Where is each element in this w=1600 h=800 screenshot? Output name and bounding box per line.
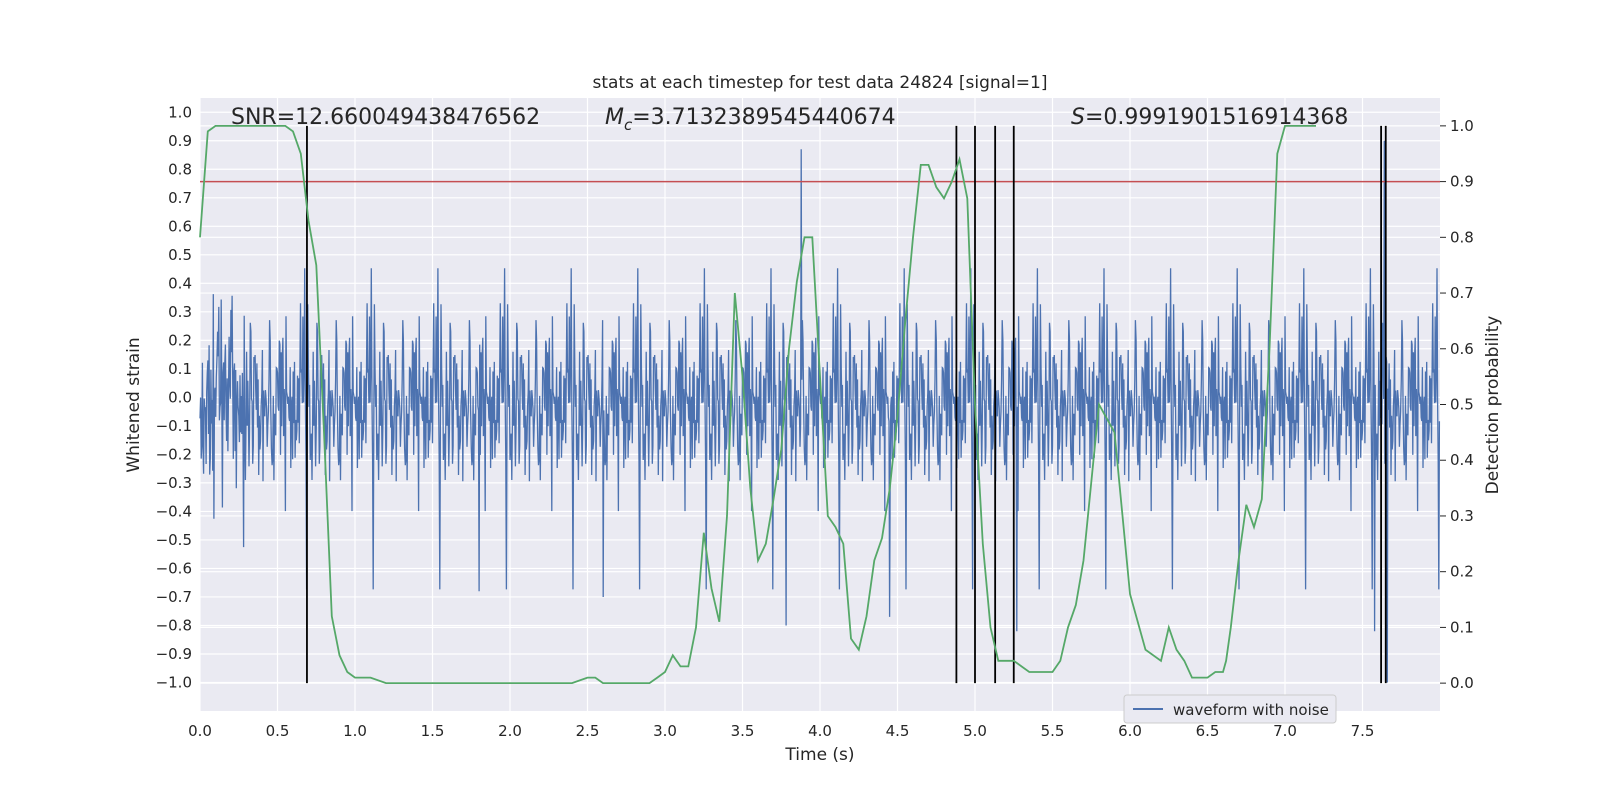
x-tick-label: 1.0 [343,722,367,740]
y-tick-label: −0.2 [156,445,192,463]
y-tick-label: 0.4 [168,274,192,292]
y-tick-label: 0.7 [168,189,192,207]
y-tick-label: −0.5 [156,531,192,549]
y-tick-label: 0.2 [168,331,192,349]
y-tick-label: 1.0 [168,103,192,121]
x-tick-label: 7.0 [1273,722,1297,740]
x-tick-label: 4.5 [886,722,910,740]
y2-tick-label: 0.3 [1450,507,1474,525]
snr-annotation: SNR=12.660049438476562 [231,105,540,130]
score-value: =0.9991901516914368 [1085,105,1348,130]
y-tick-label: 0.9 [168,132,192,150]
y-tick-label: 0.3 [168,303,192,321]
y2-tick-label: 0.5 [1450,396,1474,414]
y2-tick-label: 0.2 [1450,563,1474,581]
score-annotation: S=0.9991901516914368 [1071,105,1348,130]
y2-tick-label: 0.7 [1450,284,1474,302]
x-axis-label: Time (s) [784,745,854,765]
series-probability-line [199,125,1316,684]
legend: waveform with noise [1123,694,1337,724]
y-tick-labels: 1.0 0.9 0.8 0.7 0.6 0.5 0.4 0.3 0.2 0.1 0.0 −0.1 −0.… [156,103,192,691]
x-tick-label: 3.0 [653,722,677,740]
x-tick-label: 7.5 [1351,722,1375,740]
y2-axis-label: Detection probability [1483,316,1503,495]
chirp-mass-symbol: M [605,105,624,130]
x-tick-label: 5.5 [1041,722,1065,740]
y2-tick-label: 0.0 [1450,674,1474,692]
x-tick-label: 2.5 [576,722,600,740]
x-tick-label: 4.0 [808,722,832,740]
x-tick-label: 3.5 [731,722,755,740]
y2-tick-label: 0.1 [1450,618,1474,636]
y-tick-label: 0.8 [168,160,192,178]
y-tick-label: −0.1 [156,417,192,435]
x-tick-label: 2.0 [498,722,522,740]
y-tick-label: −1.0 [156,673,192,691]
x-tick-label: 1.5 [421,722,445,740]
y2-tick-label: 0.8 [1450,228,1474,246]
y-tick-label: 0.5 [168,246,192,264]
x-tick-label: 6.5 [1196,722,1220,740]
y2-tick-label: 0.6 [1450,340,1474,358]
y-axis-label: Whitened strain [124,337,144,472]
chirp-mass-annotation: Mc=3.7132389545440674 [605,105,896,134]
legend-box [1123,694,1337,724]
score-symbol: S [1071,105,1085,130]
y-tick-label: −0.9 [156,645,192,663]
y2-tick-label: 0.9 [1450,173,1474,191]
y2-tick-label: 1.0 [1450,117,1474,135]
x-tick-label: 5.0 [963,722,987,740]
y-tick-label: 0.1 [168,360,192,378]
chirp-mass-value: =3.7132389545440674 [632,105,895,130]
chart-title: stats at each timestep for test data 248… [593,73,1048,93]
y2-tick-label: 0.4 [1450,451,1474,469]
x-tick-labels: 0.0 0.5 1.0 1.5 2.0 2.5 3.0 3.5 4.0 4.5 5.0 5.5 6.0 6… [188,722,1374,740]
y-tick-label: −0.8 [156,616,192,634]
x-tick-label: 0.5 [266,722,290,740]
x-tick-label: 6.0 [1118,722,1142,740]
y2-tick-labels: 1.0 0.9 0.8 0.7 0.6 0.5 0.4 0.3 0.2 0.1 0.0 [1440,117,1474,692]
chirp-mass-subscript: c [624,116,633,134]
y-tick-label: 0.0 [168,388,192,406]
y-tick-label: −0.6 [156,559,192,577]
y-tick-label: 0.6 [168,217,192,235]
y-tick-label: −0.3 [156,474,192,492]
x-tick-label: 0.0 [188,722,212,740]
y-tick-label: −0.7 [156,588,192,606]
legend-label: waveform with noise [1173,701,1329,719]
series-waveform-line [199,140,1441,683]
y-tick-label: −0.4 [156,502,192,520]
